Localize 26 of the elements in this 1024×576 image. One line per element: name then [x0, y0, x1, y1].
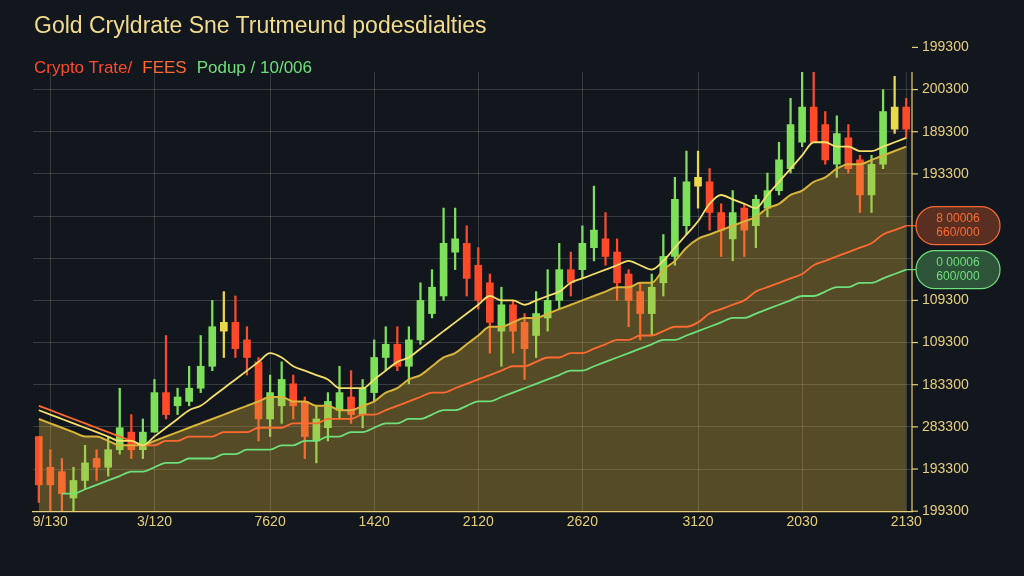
- candlestick: [92, 449, 101, 481]
- x-tick-label: 1420: [358, 513, 390, 530]
- text: 200300: [922, 80, 969, 97]
- text: 109300: [922, 291, 969, 308]
- x-tick-label: 2120: [462, 513, 495, 530]
- text: 183300: [922, 375, 969, 392]
- text: Podup / 10/006: [196, 58, 312, 78]
- x-tick-label: 3120: [682, 513, 714, 530]
- x-tick-label: 3/120: [136, 513, 173, 530]
- chart-title: Gold Cryldrate Sne Trutmeund podesdialties: [34, 12, 487, 39]
- x-tick-label: 7620: [254, 513, 286, 530]
- text: 283300: [922, 417, 969, 434]
- text: FEES: [142, 58, 187, 78]
- x-tick-label: 2620: [566, 513, 599, 530]
- text: 199300: [922, 38, 969, 55]
- annotation: 0 00006 600/000: [936, 254, 981, 283]
- text: 199300: [922, 502, 969, 519]
- text: Crypto Trate/: [34, 58, 133, 78]
- x-tick-label: 2030: [786, 513, 818, 530]
- text: 109300: [922, 333, 969, 350]
- text: 193300: [922, 164, 969, 181]
- text: 193300: [922, 459, 969, 476]
- text: 189300: [922, 122, 969, 139]
- x-tick-label: 2130: [890, 513, 922, 530]
- x-tick-label: 9/130: [32, 513, 69, 530]
- annotation: 8 00006 660/000: [936, 211, 981, 240]
